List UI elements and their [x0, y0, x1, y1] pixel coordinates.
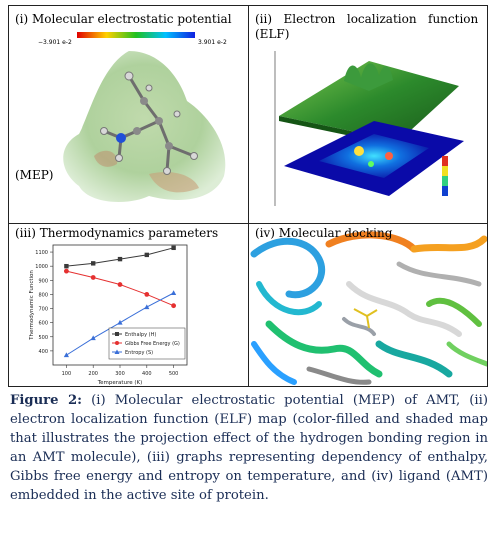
- data-point: [117, 319, 123, 325]
- x-axis-label: Temperature (K): [97, 380, 143, 386]
- legend-label: Gibbs Free Energy (G): [125, 341, 180, 347]
- x-tick-label: 400: [142, 371, 152, 377]
- y-tick-label: 400: [38, 349, 48, 355]
- ligand: [353, 308, 378, 329]
- series-line: [66, 270, 174, 307]
- data-point: [171, 290, 177, 295]
- y-tick-label: 500: [38, 335, 48, 341]
- elf-panel: (ii) Electron localization function (ELF…: [248, 5, 488, 224]
- data-point: [64, 268, 69, 274]
- thermo-panel: (iii) Thermodynamics parameters 400 500 60…: [8, 223, 249, 387]
- caption-label: Figure 2:: [10, 393, 83, 408]
- data-point: [144, 304, 150, 310]
- mep-image: [63, 32, 226, 202]
- x-tick-label: 500: [169, 371, 179, 377]
- legend-marker: [114, 349, 120, 354]
- docking-title: (iv) Molecular docking: [255, 226, 393, 240]
- mep-title: (i) Molecular electrostatic potential: [15, 12, 232, 26]
- elf-title-line2: (ELF): [255, 27, 290, 41]
- data-point: [63, 352, 69, 358]
- data-point: [171, 303, 177, 309]
- data-point: [117, 282, 123, 287]
- x-tick-label: 300: [115, 371, 125, 377]
- y-axis-label: Thermodynamic Function: [29, 270, 35, 341]
- y-tick-label: 1000: [35, 264, 48, 270]
- data-point: [144, 292, 150, 297]
- elf-title-line1: (ii) Electron localization function: [255, 12, 479, 26]
- mep-scale-min: −3.901 e-2: [38, 39, 72, 46]
- data-point: [64, 263, 69, 269]
- data-point: [144, 252, 149, 258]
- mep-scale-max: 3.901 e-2: [198, 39, 227, 46]
- y-tick-label: 900: [38, 278, 48, 284]
- x-tick-label: 100: [62, 371, 72, 377]
- data-point: [117, 256, 123, 262]
- y-tick-label: 800: [38, 292, 48, 298]
- mep-tag: (MEP): [15, 168, 54, 182]
- figure-caption: Figure 2: (i) Molecular electrostatic po…: [10, 391, 488, 505]
- elf-map-image: [274, 51, 464, 206]
- docking-image: [249, 224, 487, 386]
- legend-label: Entropy (S): [125, 350, 153, 356]
- data-point: [91, 261, 96, 266]
- data-point: [171, 245, 176, 251]
- legend-marker: [115, 332, 119, 336]
- docking-panel: (iv) Molecular docking: [248, 223, 488, 387]
- mep-panel: (i) Molecular electrostatic potential: [8, 5, 249, 224]
- elf-3d-surface: [279, 61, 459, 141]
- molecule-atoms: [100, 71, 198, 175]
- caption-text: (i) Molecular electrostatic potential (M…: [10, 393, 488, 503]
- legend-marker: [115, 341, 119, 345]
- data-point: [90, 335, 96, 341]
- thermo-chart: 400 500 600 700 800 900 1000 1100 100 200 300 400 50…: [29, 244, 188, 386]
- y-tick-label: 600: [38, 321, 48, 327]
- x-tick-label: 200: [88, 371, 98, 377]
- y-tick-label: 1100: [35, 250, 48, 256]
- data-point: [90, 275, 96, 280]
- y-tick-label: 700: [38, 307, 48, 313]
- thermo-title: (iii) Thermodynamics parameters: [15, 226, 219, 240]
- mep-color-scale: [77, 32, 195, 38]
- legend-label: Enthalpy (H): [125, 332, 156, 338]
